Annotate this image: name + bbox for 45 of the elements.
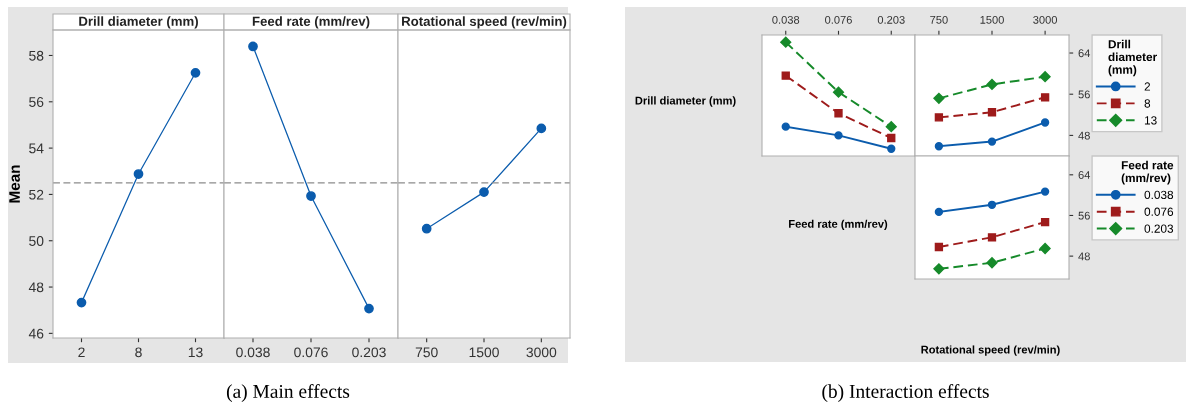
y-tick-label: 50: [29, 236, 44, 246]
y-tick-label: 64: [1078, 171, 1091, 179]
x-tick-label: 8: [135, 347, 142, 358]
legend-label: 8: [1144, 99, 1151, 108]
legend-label: 2: [1144, 82, 1151, 91]
x-tick-label: 0.203: [352, 347, 386, 358]
y-tick-label: 58: [29, 50, 44, 61]
legend-title: Drill diameter (mm): [1108, 39, 1157, 77]
y-tick-label: 56: [1078, 211, 1090, 220]
x-tick-label: 0.076: [825, 15, 852, 24]
y-axis-title: Mean: [9, 165, 20, 203]
chart-title: Rotational speed (rev/min): [402, 16, 567, 29]
y-tick-label: 48: [1078, 252, 1090, 261]
y-tick-label: 56: [29, 97, 44, 107]
x-tick-label: 0.203: [877, 15, 905, 24]
x-tick-label: 1500: [980, 15, 1004, 24]
x-axis-title: Rotational speed (rev/min): [921, 345, 1060, 356]
x-tick-label: 0.038: [236, 347, 270, 358]
y-tick-label: 52: [29, 189, 44, 200]
y-tick-label: 56: [1078, 90, 1090, 99]
legend-label: 0.076: [1144, 207, 1174, 216]
y-tick-label: 54: [29, 143, 44, 154]
y-tick-label: 64: [1078, 49, 1091, 58]
x-tick-label: 750: [415, 347, 438, 358]
legend-label: 0.203: [1144, 224, 1174, 233]
legend-label: 13: [1144, 116, 1157, 125]
x-tick-label: 750: [930, 15, 948, 24]
y-axis-title: Feed rate (mm/rev): [789, 219, 888, 231]
x-tick-label: 3000: [526, 347, 557, 358]
y-axis-title: Drill diameter (mm): [635, 96, 736, 107]
text: (a) Main effects: [226, 384, 350, 402]
legend-label: 0.038: [1144, 190, 1174, 200]
x-tick-label: 3000: [1033, 15, 1058, 24]
chart-title: Feed rate (mm/rev): [252, 16, 370, 29]
y-tick-label: 46: [28, 328, 44, 339]
text: (b) Interaction effects: [822, 384, 989, 402]
y-tick-label: 48: [28, 282, 44, 293]
chart-title: Drill diameter (mm): [79, 16, 198, 29]
x-tick-label: 13: [188, 347, 203, 358]
x-tick-label: 2: [78, 347, 85, 358]
y-tick-label: 48: [1078, 131, 1090, 140]
x-tick-label: 0.076: [294, 347, 328, 358]
x-tick-label: 0.038: [772, 15, 800, 24]
x-tick-label: 1500: [469, 347, 499, 358]
legend-title: Feed rate (mm/rev): [1121, 160, 1174, 185]
